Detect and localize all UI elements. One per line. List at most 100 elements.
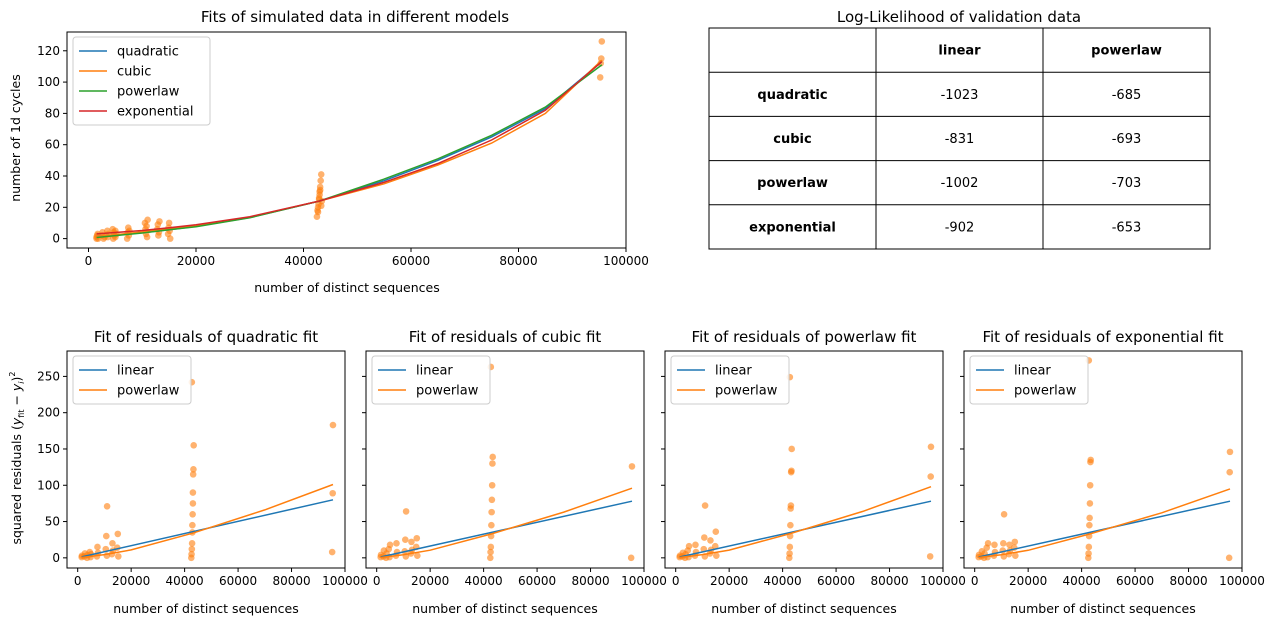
scatter-point <box>1011 538 1019 546</box>
scatter-point <box>1000 510 1008 518</box>
legend-label-powerlaw: powerlaw <box>416 384 479 399</box>
legend-label-linear: linear <box>117 364 154 379</box>
scatter-point <box>401 536 409 543</box>
scatter-point <box>713 552 720 559</box>
x-tick-label: 0 <box>74 574 82 588</box>
legend-label-powerlaw: powerlaw <box>117 384 180 399</box>
scatter-point <box>488 521 495 529</box>
scatter-point <box>1085 543 1093 551</box>
y-tick-label: 150 <box>37 442 60 456</box>
legend-box <box>72 355 192 405</box>
scatter-point <box>787 502 795 509</box>
x-tick-label: 100000 <box>603 254 649 268</box>
x-tick-label: 100000 <box>920 574 966 588</box>
series-line-powerlaw <box>380 487 633 559</box>
x-tick-label: 100000 <box>1219 574 1265 588</box>
legend-label-cubic: cubic <box>117 65 151 80</box>
series-line-powerlaw <box>81 483 334 559</box>
table-cell: -1002 <box>941 176 979 191</box>
scatter-point <box>189 510 196 518</box>
scatter-point <box>189 500 197 507</box>
scatter-point <box>692 541 699 549</box>
scatter-point <box>1086 514 1093 522</box>
scatter-point <box>788 445 796 453</box>
scatter-point <box>144 216 151 224</box>
scatter-point <box>189 471 197 478</box>
scatter-point <box>143 233 151 241</box>
scatter-point <box>156 218 163 225</box>
loglik-table-title: Log-Likelihood of validation data <box>837 8 1081 26</box>
scatter-point <box>1225 554 1233 562</box>
scatter-point <box>984 540 992 547</box>
x-tick-label: 80000 <box>870 574 908 588</box>
y-tick-label: 120 <box>37 44 60 58</box>
scatter-point <box>315 194 323 202</box>
legend-label-linear: linear <box>715 364 752 379</box>
residuals-cubic-xlabel: number of distinct sequences <box>412 601 598 616</box>
scatter-point <box>166 235 174 242</box>
scatter-point <box>489 460 496 467</box>
scatter-point <box>115 553 122 560</box>
x-tick-label: 20000 <box>1009 574 1047 588</box>
scatter-point <box>188 540 196 547</box>
axes-frame <box>66 31 627 249</box>
scatter-point <box>1085 550 1092 557</box>
residuals-cubic-title: Fit of residuals of cubic fit <box>409 328 602 346</box>
scatter-point <box>488 496 496 504</box>
y-tick-label: 60 <box>45 138 60 152</box>
legend-label-quadratic: quadratic <box>117 45 179 60</box>
axes-frame <box>365 350 645 569</box>
scatter-point <box>1226 448 1234 456</box>
scatter-point <box>596 74 604 81</box>
residuals-exponential-xlabel: number of distinct sequences <box>1010 601 1196 616</box>
scatter-point <box>1087 456 1095 464</box>
x-tick-label: 80000 <box>272 574 310 588</box>
scatter-point <box>487 543 495 551</box>
scatter-point <box>707 537 714 544</box>
table-row-header: exponential <box>749 220 836 235</box>
scatter-point <box>317 202 325 210</box>
scatter-point <box>486 554 494 562</box>
scatter-point <box>188 545 196 553</box>
scatter-point <box>488 481 496 489</box>
scatter-point <box>489 453 497 461</box>
axes-frame <box>66 350 346 569</box>
table-cell: -831 <box>945 132 975 147</box>
x-tick-label: 80000 <box>571 574 609 588</box>
y-tick-label: 40 <box>45 169 60 183</box>
scatter-point <box>114 530 122 538</box>
y-tick-label: 250 <box>37 369 60 383</box>
table-cell: -703 <box>1112 176 1142 191</box>
scatter-point <box>189 489 197 496</box>
table-row-header: cubic <box>773 132 811 147</box>
scatter-point <box>685 542 693 550</box>
scatter-point <box>711 542 719 550</box>
scatter-point <box>627 554 635 562</box>
scatter-point <box>598 38 606 45</box>
scatter-point <box>94 543 101 551</box>
table-col-header: powerlaw <box>1091 44 1162 59</box>
scatter-point <box>1012 552 1019 559</box>
legend-label-powerlaw: powerlaw <box>1014 384 1077 399</box>
legend-label-powerlaw: powerlaw <box>117 85 180 100</box>
scatter-point <box>712 528 720 536</box>
scatter-point <box>103 503 111 510</box>
scatter-point <box>190 465 197 473</box>
x-tick-label: 60000 <box>817 574 855 588</box>
scatter-point <box>165 219 173 227</box>
table-cell: -693 <box>1112 132 1142 147</box>
scatter-point <box>786 543 794 551</box>
legend-label-powerlaw: powerlaw <box>715 384 778 399</box>
y-tick-label: 100 <box>37 75 60 89</box>
legend-label-exponential: exponential <box>117 105 193 120</box>
loglik-table: Log-Likelihood of validation data linear… <box>708 8 1211 250</box>
scatter-point <box>787 521 794 529</box>
scatter-point <box>188 550 195 558</box>
table-row-header: powerlaw <box>757 176 828 191</box>
fits-chart-ylabel: number of 1d cycles <box>8 74 23 201</box>
residuals-exponential-title: Fit of residuals of exponential fit <box>982 328 1223 346</box>
y-tick-label: 200 <box>37 406 60 420</box>
scatter-point <box>328 548 336 556</box>
table-row-header: quadratic <box>757 88 827 103</box>
